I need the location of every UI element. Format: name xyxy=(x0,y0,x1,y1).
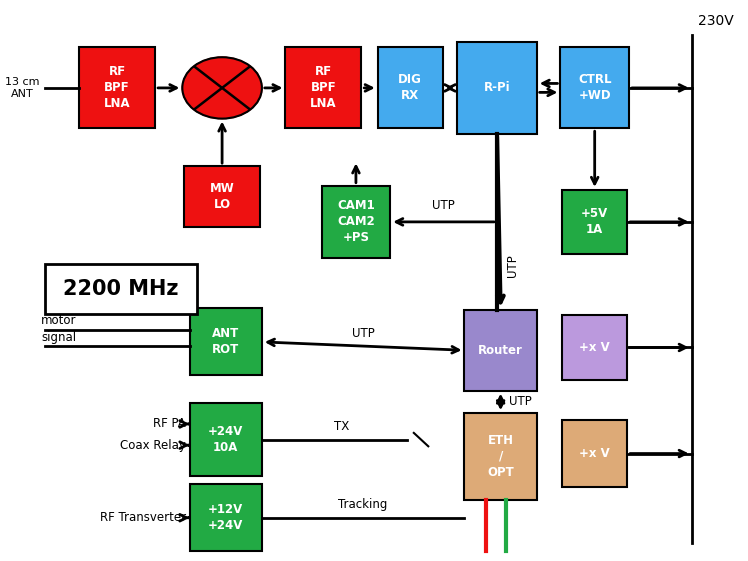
Bar xyxy=(45,264,197,314)
Text: RF PA: RF PA xyxy=(153,417,186,430)
Bar xyxy=(189,403,262,476)
Bar xyxy=(560,48,629,128)
Bar xyxy=(465,413,537,500)
Bar xyxy=(79,48,155,128)
Bar xyxy=(457,42,537,134)
Text: UTP: UTP xyxy=(352,327,375,340)
Text: +12V
+24V: +12V +24V xyxy=(208,503,243,532)
Bar xyxy=(465,310,537,391)
Text: MW
LO: MW LO xyxy=(209,182,234,211)
Text: UTP: UTP xyxy=(509,396,532,408)
Text: 230V: 230V xyxy=(698,14,734,28)
Text: Coax Relay: Coax Relay xyxy=(120,439,186,452)
Text: UTP: UTP xyxy=(506,255,518,277)
Text: UTP: UTP xyxy=(432,199,455,212)
Bar xyxy=(322,186,390,258)
Text: +x V: +x V xyxy=(579,447,610,460)
Circle shape xyxy=(183,57,262,118)
Text: Router: Router xyxy=(478,344,523,357)
Bar xyxy=(184,166,260,227)
Bar xyxy=(189,484,262,551)
Bar xyxy=(562,315,628,380)
Text: +x V: +x V xyxy=(579,341,610,354)
Text: RF
BPF
LNA: RF BPF LNA xyxy=(104,66,130,111)
Text: RF Transverter: RF Transverter xyxy=(99,511,186,524)
Bar xyxy=(189,309,262,375)
Text: ANT
ROT: ANT ROT xyxy=(212,328,239,356)
Text: DIG
RX: DIG RX xyxy=(398,73,422,103)
Text: Tracking: Tracking xyxy=(339,498,388,511)
Text: motor: motor xyxy=(41,314,77,327)
Bar xyxy=(286,48,361,128)
Text: signal: signal xyxy=(41,330,76,343)
Text: 2200 MHz: 2200 MHz xyxy=(63,279,179,299)
Text: TX: TX xyxy=(334,420,349,433)
Text: CAM1
CAM2
+PS: CAM1 CAM2 +PS xyxy=(337,199,375,245)
Bar xyxy=(378,48,443,128)
Text: +24V
10A: +24V 10A xyxy=(208,425,243,454)
Text: RF
BPF
LNA: RF BPF LNA xyxy=(310,66,337,111)
Text: ETH
/
OPT: ETH / OPT xyxy=(487,434,514,479)
Text: CTRL
+WD: CTRL +WD xyxy=(578,73,611,103)
Bar xyxy=(562,190,628,254)
Text: R-Pi: R-Pi xyxy=(484,81,510,94)
Text: +5V
1A: +5V 1A xyxy=(581,208,608,236)
Bar xyxy=(562,420,628,487)
Text: 13 cm
ANT: 13 cm ANT xyxy=(4,77,39,99)
